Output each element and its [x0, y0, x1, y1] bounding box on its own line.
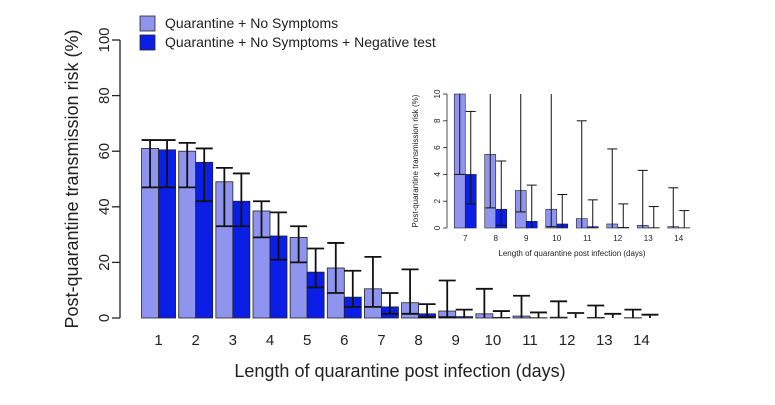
x-axis-title: Length of quarantine post infection (day… — [498, 249, 646, 258]
x-tick-label: 9 — [452, 332, 460, 349]
y-axis-title: Post-quarantine transmission risk (%) — [62, 29, 82, 328]
x-tick-label: 8 — [494, 234, 499, 243]
x-tick-label: 14 — [633, 332, 650, 349]
x-tick-label: 3 — [229, 332, 237, 349]
y-tick-label: 0 — [96, 314, 113, 322]
y-tick-label: 20 — [96, 254, 113, 271]
y-tick-label: 2 — [433, 198, 442, 203]
y-axis-title: Post-quarantine transmission risk (%) — [411, 94, 420, 227]
x-tick-label: 1 — [154, 332, 162, 349]
legend-swatch — [140, 35, 155, 50]
legend: Quarantine + No Symptoms Quarantine + No … — [140, 15, 436, 50]
x-tick-label: 9 — [524, 234, 529, 243]
legend-label: Quarantine + No Symptoms — [165, 15, 338, 31]
y-tick-label: 8 — [433, 118, 442, 123]
legend-label: Quarantine + No Symptoms + Negative test — [165, 34, 436, 50]
y-tick-label: 80 — [96, 87, 113, 104]
y-tick-label: 40 — [96, 198, 113, 215]
x-tick-label: 10 — [485, 332, 502, 349]
x-tick-label: 13 — [644, 234, 653, 243]
x-tick-label: 4 — [266, 332, 274, 349]
x-tick-label: 11 — [522, 332, 538, 349]
x-tick-label: 6 — [340, 332, 348, 349]
x-tick-label: 5 — [303, 332, 311, 349]
x-tick-label: 12 — [559, 332, 576, 349]
x-tick-label: 2 — [192, 332, 200, 349]
x-tick-label: 7 — [463, 234, 468, 243]
x-tick-label: 8 — [414, 332, 422, 349]
y-tick-label: 60 — [96, 143, 113, 160]
x-tick-label: 11 — [583, 234, 592, 243]
y-tick-label: 100 — [96, 27, 113, 52]
legend-swatch — [140, 16, 155, 31]
inset-chart: 0 2 4 6 8 10 7 8 9 10 11 12 13 14 Length of quarantine… — [411, 89, 690, 258]
y-tick-label: 0 — [433, 225, 442, 230]
x-tick-label: 13 — [596, 332, 613, 349]
x-tick-label: 7 — [377, 332, 385, 349]
y-tick-label: 10 — [433, 89, 442, 98]
x-tick-label: 10 — [552, 234, 561, 243]
x-axis-title: Length of quarantine post infection (day… — [234, 361, 565, 381]
y-tick-label: 6 — [433, 145, 442, 150]
x-tick-label: 14 — [674, 234, 683, 243]
x-tick-label: 12 — [613, 234, 622, 243]
y-tick-label: 4 — [433, 172, 442, 177]
